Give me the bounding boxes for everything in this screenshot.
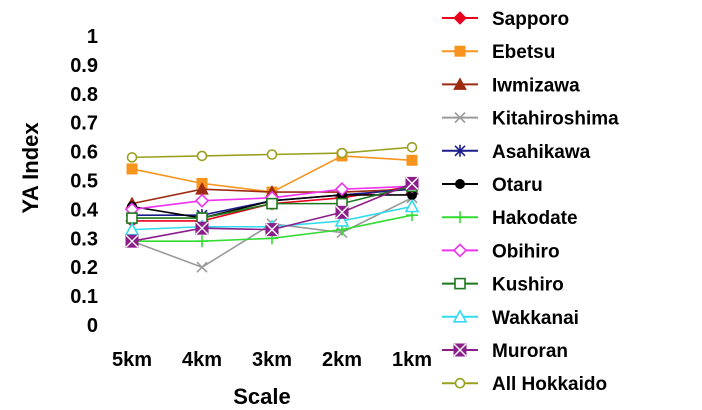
data-point — [454, 211, 466, 224]
y-tick-label: 1 — [87, 26, 98, 48]
data-point — [194, 193, 210, 208]
y-tick-label: 0.4 — [70, 199, 99, 221]
legend-label: Iwmizawa — [492, 75, 580, 96]
y-tick-label: 0 — [87, 315, 98, 337]
y-tick-label: 0.2 — [70, 257, 98, 279]
data-point — [454, 144, 466, 157]
legend-label: Kushiro — [492, 275, 564, 296]
data-point — [126, 212, 138, 224]
series-all-hokkaido — [126, 141, 418, 163]
data-point — [196, 261, 208, 273]
series-muroran — [125, 176, 419, 248]
data-point — [336, 147, 348, 159]
data-point — [452, 309, 468, 323]
data-point — [195, 221, 209, 235]
axes: 0 0.1 0.2 0.3 0.4 0.5 0.6 0.7 0.8 0.9 1 5km 4km 3km 2k… — [70, 26, 432, 371]
data-point — [126, 152, 138, 163]
x-tick-label: 4km — [182, 349, 222, 371]
data-point-cross — [405, 176, 419, 190]
y-tick-label: 0.3 — [70, 228, 98, 250]
data-point-cross — [453, 343, 467, 357]
data-point — [335, 205, 349, 219]
data-point-cross — [125, 234, 139, 248]
plot-area — [124, 141, 420, 273]
legend-entry: Wakkanai — [442, 308, 579, 329]
y-tick-label: 0.6 — [70, 142, 98, 164]
legend-label: Hakodate — [492, 208, 578, 229]
data-point — [126, 163, 138, 175]
data-point — [265, 223, 279, 237]
data-point — [125, 234, 139, 248]
data-point — [452, 243, 468, 258]
data-point — [455, 179, 465, 189]
data-point — [404, 198, 420, 213]
legend-entry: Asahikawa — [442, 142, 591, 163]
data-point — [454, 112, 466, 124]
legend-entry: Iwmizawa — [442, 75, 580, 96]
data-point-cross — [195, 221, 209, 235]
data-point-cross — [335, 205, 349, 219]
data-point — [196, 235, 208, 248]
legend-label: Kitahiroshima — [492, 109, 619, 130]
data-point — [334, 213, 350, 227]
legend-label: Asahikawa — [492, 142, 591, 163]
data-point — [124, 221, 140, 236]
legend-entry: Kushiro — [442, 275, 564, 296]
legend-entry: Muroran — [442, 341, 568, 362]
x-tick-label: 3km — [252, 349, 292, 371]
legend-label: Obihiro — [492, 241, 560, 262]
data-point — [453, 11, 467, 25]
x-axis-label: Scale — [233, 384, 291, 409]
legend-label: Wakkanai — [492, 308, 579, 329]
data-point — [334, 182, 350, 197]
legend-label: Sapporo — [492, 9, 569, 30]
data-point — [405, 176, 419, 190]
data-point — [454, 377, 466, 389]
data-point — [453, 77, 467, 90]
data-point — [453, 343, 467, 357]
y-tick-label: 0.9 — [70, 55, 98, 77]
legend-label: Otaru — [492, 175, 543, 196]
y-tick-label: 0.1 — [70, 286, 98, 308]
y-axis-label: YA Index — [18, 122, 43, 214]
x-tick-label: 5km — [112, 349, 152, 371]
data-point — [196, 150, 208, 162]
legend-label: Muroran — [492, 341, 568, 362]
data-point — [406, 154, 418, 166]
legend-entry: Hakodate — [442, 208, 578, 229]
legend-label: Ebetsu — [492, 42, 555, 63]
x-tick-label: 2km — [322, 349, 362, 371]
legend-entry: Ebetsu — [442, 42, 555, 63]
legend-entry: Sapporo — [442, 9, 569, 30]
y-tick-label: 0.8 — [70, 84, 98, 106]
legend: Sapporo Ebetsu Iwmizawa Kitahiroshima Asahik… — [442, 9, 619, 395]
data-point — [406, 141, 418, 153]
legend-entry: Kitahiroshima — [442, 109, 619, 130]
legend-entry: Obihiro — [442, 241, 560, 262]
data-point — [266, 149, 278, 160]
data-point-cross — [265, 223, 279, 237]
y-tick-label: 0.7 — [70, 113, 98, 135]
legend-entry: Otaru — [442, 175, 543, 196]
data-point — [266, 197, 278, 210]
x-tick-label: 1km — [392, 349, 432, 371]
legend-label: All Hokkaido — [492, 374, 607, 395]
y-tick-label: 0.5 — [70, 171, 98, 193]
legend-entry: All Hokkaido — [442, 374, 607, 395]
data-point — [454, 277, 466, 290]
data-point — [454, 45, 466, 57]
